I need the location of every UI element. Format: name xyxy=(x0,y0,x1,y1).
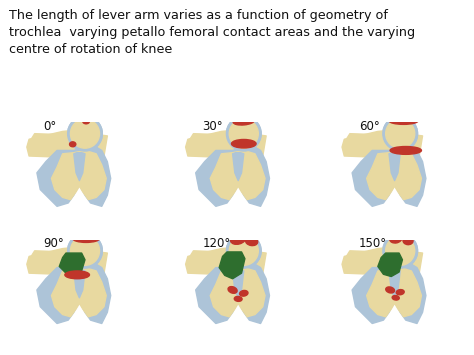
Circle shape xyxy=(386,236,415,265)
Polygon shape xyxy=(188,133,255,156)
Polygon shape xyxy=(342,247,410,275)
Polygon shape xyxy=(186,130,254,158)
Polygon shape xyxy=(188,251,255,273)
Polygon shape xyxy=(196,147,270,206)
Text: 0°: 0° xyxy=(44,120,57,133)
Circle shape xyxy=(229,236,258,265)
Ellipse shape xyxy=(390,147,421,154)
Circle shape xyxy=(227,234,261,268)
Ellipse shape xyxy=(65,271,90,279)
Ellipse shape xyxy=(403,237,413,245)
Circle shape xyxy=(386,119,415,148)
Polygon shape xyxy=(37,264,111,323)
Ellipse shape xyxy=(73,235,100,242)
Polygon shape xyxy=(186,247,254,275)
Ellipse shape xyxy=(396,290,404,295)
Polygon shape xyxy=(210,268,265,317)
Circle shape xyxy=(383,234,418,268)
Polygon shape xyxy=(344,251,411,273)
Circle shape xyxy=(386,236,415,265)
Text: 90°: 90° xyxy=(44,237,64,250)
Polygon shape xyxy=(27,247,95,275)
Ellipse shape xyxy=(239,290,248,296)
Circle shape xyxy=(71,236,100,265)
Ellipse shape xyxy=(390,234,402,243)
Ellipse shape xyxy=(230,234,246,244)
Polygon shape xyxy=(71,131,107,169)
Circle shape xyxy=(71,119,100,148)
Circle shape xyxy=(68,234,102,268)
Polygon shape xyxy=(344,133,411,156)
Polygon shape xyxy=(52,151,106,200)
Polygon shape xyxy=(229,248,266,286)
Polygon shape xyxy=(229,131,266,169)
Polygon shape xyxy=(386,248,422,286)
Polygon shape xyxy=(219,252,245,279)
Ellipse shape xyxy=(392,295,399,300)
Circle shape xyxy=(71,236,100,265)
Circle shape xyxy=(68,116,102,151)
Circle shape xyxy=(68,234,102,268)
Circle shape xyxy=(383,116,418,151)
Circle shape xyxy=(383,234,418,268)
Ellipse shape xyxy=(233,118,255,125)
Polygon shape xyxy=(233,153,244,181)
Circle shape xyxy=(386,119,415,148)
Circle shape xyxy=(229,236,258,265)
Polygon shape xyxy=(74,270,85,298)
Ellipse shape xyxy=(83,119,90,124)
Polygon shape xyxy=(367,268,421,317)
Polygon shape xyxy=(59,253,85,275)
Polygon shape xyxy=(71,248,107,286)
Circle shape xyxy=(383,116,418,151)
Circle shape xyxy=(71,119,100,148)
Polygon shape xyxy=(29,251,96,273)
Polygon shape xyxy=(210,151,265,200)
Polygon shape xyxy=(27,130,95,158)
Ellipse shape xyxy=(386,287,394,293)
Polygon shape xyxy=(74,153,85,181)
Polygon shape xyxy=(367,151,421,200)
Circle shape xyxy=(227,116,261,151)
Text: 150°: 150° xyxy=(359,237,387,250)
Circle shape xyxy=(386,119,415,148)
Circle shape xyxy=(229,119,258,148)
Circle shape xyxy=(229,119,258,148)
Circle shape xyxy=(227,116,261,151)
Ellipse shape xyxy=(70,142,76,147)
Ellipse shape xyxy=(228,286,237,293)
Ellipse shape xyxy=(389,117,418,124)
Polygon shape xyxy=(378,253,402,277)
Polygon shape xyxy=(389,153,400,181)
Circle shape xyxy=(229,119,258,148)
Polygon shape xyxy=(196,264,270,323)
Polygon shape xyxy=(233,270,244,298)
Polygon shape xyxy=(52,268,106,317)
Circle shape xyxy=(386,236,415,265)
Polygon shape xyxy=(389,270,400,298)
Text: The length of lever arm varies as a function of geometry of
trochlea  varying pe: The length of lever arm varies as a func… xyxy=(9,9,416,56)
Polygon shape xyxy=(29,133,96,156)
Polygon shape xyxy=(342,130,410,158)
Polygon shape xyxy=(386,131,422,169)
Circle shape xyxy=(229,236,258,265)
Polygon shape xyxy=(352,264,426,323)
Ellipse shape xyxy=(231,140,256,148)
Polygon shape xyxy=(37,147,111,206)
Text: 30°: 30° xyxy=(202,120,223,133)
Ellipse shape xyxy=(234,296,242,301)
Circle shape xyxy=(227,234,261,268)
Polygon shape xyxy=(352,147,426,206)
Circle shape xyxy=(71,236,100,265)
Text: 120°: 120° xyxy=(202,237,231,250)
Circle shape xyxy=(68,116,102,151)
Circle shape xyxy=(71,119,100,148)
Text: 60°: 60° xyxy=(359,120,380,133)
Ellipse shape xyxy=(246,237,258,246)
